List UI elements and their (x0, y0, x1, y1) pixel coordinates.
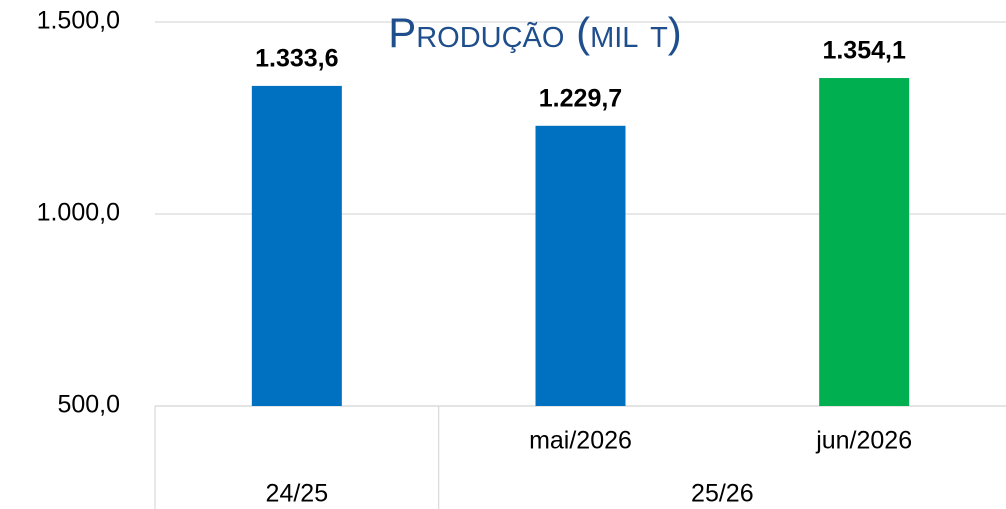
group-label: 25/26 (691, 480, 754, 508)
data-label: 1.229,7 (539, 84, 622, 112)
chart-title: Produção (mil t) (388, 9, 682, 56)
y-tick-label: 1.000,0 (37, 199, 120, 227)
x-tick-label: jun/2026 (815, 427, 912, 455)
y-tick-label: 1.500,0 (37, 7, 120, 35)
data-label: 1.354,1 (822, 37, 906, 65)
bar (535, 125, 626, 406)
y-tick-label: 500,0 (57, 391, 120, 419)
bar (819, 78, 910, 406)
group-label: 24/25 (266, 480, 329, 508)
x-tick-label: mai/2026 (529, 427, 632, 455)
data-label: 1.333,6 (255, 45, 338, 73)
bar (251, 85, 342, 407)
